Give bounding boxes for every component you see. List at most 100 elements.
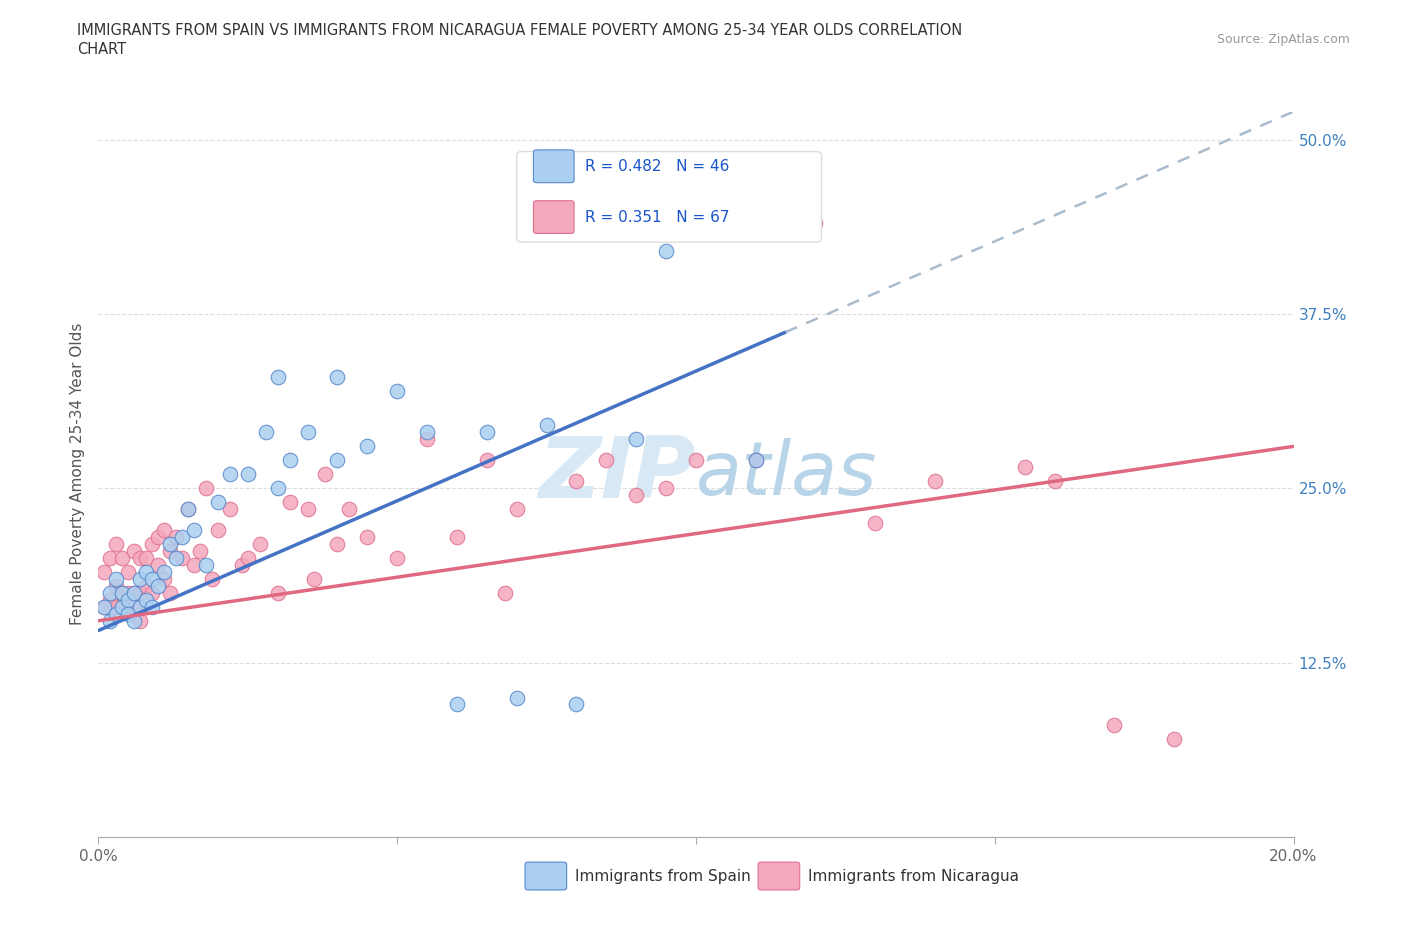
Point <box>153 571 176 587</box>
Point <box>111 586 134 601</box>
Point <box>475 453 498 468</box>
Point <box>219 502 242 517</box>
Point <box>135 578 157 593</box>
Point <box>446 698 468 712</box>
Point <box>326 369 349 384</box>
Point <box>278 453 301 468</box>
Point <box>207 523 229 538</box>
Point <box>626 432 648 447</box>
Point <box>385 551 409 565</box>
Point <box>506 502 529 517</box>
Point <box>326 537 349 551</box>
Point <box>153 523 176 538</box>
Point <box>124 586 146 601</box>
Point <box>655 481 678 496</box>
Point <box>98 614 122 629</box>
Point <box>93 565 115 579</box>
Point <box>148 578 170 593</box>
Point <box>475 425 498 440</box>
Point <box>148 530 170 545</box>
Point <box>135 551 157 565</box>
Text: IMMIGRANTS FROM SPAIN VS IMMIGRANTS FROM NICARAGUA FEMALE POVERTY AMONG 25-34 YE: IMMIGRANTS FROM SPAIN VS IMMIGRANTS FROM… <box>77 23 963 38</box>
Point <box>141 537 163 551</box>
Point <box>1043 474 1066 489</box>
Point <box>141 586 163 601</box>
Text: Source: ZipAtlas.com: Source: ZipAtlas.com <box>1216 33 1350 46</box>
FancyBboxPatch shape <box>517 152 821 242</box>
Point <box>129 551 152 565</box>
Point <box>98 592 122 607</box>
Point <box>153 565 176 579</box>
Point <box>1163 732 1185 747</box>
Text: ZIP: ZIP <box>538 432 696 516</box>
Point <box>129 586 152 601</box>
Point <box>148 558 170 573</box>
Point <box>865 516 887 531</box>
FancyBboxPatch shape <box>533 150 574 182</box>
Point <box>135 565 157 579</box>
Point <box>231 558 253 573</box>
Point <box>745 453 768 468</box>
Point <box>655 244 678 259</box>
Point <box>236 551 259 565</box>
FancyBboxPatch shape <box>758 862 800 890</box>
Point <box>105 578 128 593</box>
Point <box>302 571 325 587</box>
Point <box>159 544 181 559</box>
Point <box>506 690 529 705</box>
Point <box>924 474 946 489</box>
Point <box>129 600 152 615</box>
Point <box>183 523 205 538</box>
Point <box>117 586 139 601</box>
Text: R = 0.351   N = 67: R = 0.351 N = 67 <box>585 209 730 224</box>
Point <box>117 606 139 621</box>
Point <box>141 600 163 615</box>
Point <box>267 586 290 601</box>
Point <box>117 565 139 579</box>
Point <box>565 698 588 712</box>
Point <box>356 439 378 454</box>
Y-axis label: Female Poverty Among 25-34 Year Olds: Female Poverty Among 25-34 Year Olds <box>69 323 84 626</box>
Point <box>124 586 146 601</box>
Point <box>124 544 146 559</box>
FancyBboxPatch shape <box>533 201 574 233</box>
Point <box>172 551 194 565</box>
Point <box>129 614 152 629</box>
Text: CHART: CHART <box>77 42 127 57</box>
Point <box>494 586 516 601</box>
Point <box>172 530 194 545</box>
Point <box>356 530 378 545</box>
Point <box>93 600 115 615</box>
Point <box>804 216 827 231</box>
Point <box>111 586 134 601</box>
Point <box>165 551 187 565</box>
Point <box>626 488 648 503</box>
Point <box>595 453 617 468</box>
Point <box>416 425 439 440</box>
Point <box>159 586 181 601</box>
Point <box>177 502 200 517</box>
Point <box>297 502 319 517</box>
Point <box>267 369 290 384</box>
Point <box>195 558 218 573</box>
Point <box>326 453 349 468</box>
Text: R = 0.482   N = 46: R = 0.482 N = 46 <box>585 159 730 174</box>
Point <box>536 418 558 433</box>
Point <box>267 481 290 496</box>
Point <box>188 544 211 559</box>
Point <box>565 474 588 489</box>
Point <box>685 453 707 468</box>
Point <box>111 600 134 615</box>
Point <box>278 495 301 510</box>
Point <box>165 530 187 545</box>
Text: Immigrants from Spain: Immigrants from Spain <box>575 869 751 883</box>
Point <box>219 467 242 482</box>
Point <box>93 600 115 615</box>
Point <box>195 481 218 496</box>
Point <box>416 432 439 447</box>
Text: Immigrants from Nicaragua: Immigrants from Nicaragua <box>808 869 1019 883</box>
Point <box>254 425 277 440</box>
Point <box>124 614 146 629</box>
Text: atlas: atlas <box>696 438 877 511</box>
Point <box>183 558 205 573</box>
